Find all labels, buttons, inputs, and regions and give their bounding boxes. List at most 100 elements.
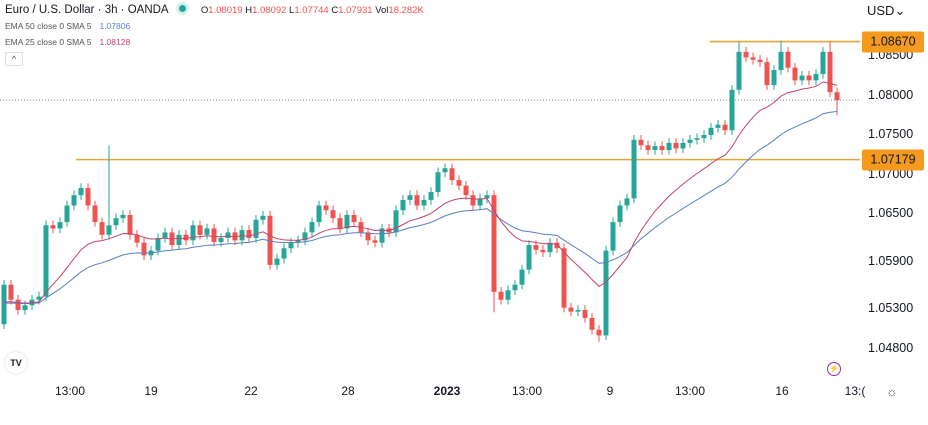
candle-up (505, 290, 511, 300)
candle-up (225, 232, 231, 238)
candle-down (92, 205, 98, 223)
candle-up (162, 232, 168, 238)
candle-up (36, 296, 42, 300)
candle-down (134, 234, 140, 243)
candle-up (694, 138, 700, 140)
time-tick: 16 (775, 384, 789, 398)
candle-down (561, 248, 567, 308)
candle-down (351, 214, 357, 223)
candle-up (715, 124, 721, 128)
candle-up (624, 198, 630, 206)
candle-up (603, 250, 609, 336)
price-tick: 1.06500 (868, 206, 914, 221)
candle-up (813, 74, 819, 81)
candle-up (309, 222, 315, 233)
candle-down (806, 75, 812, 81)
candle-down (750, 57, 756, 60)
candle-down (85, 188, 91, 206)
candle-up (1, 284, 7, 325)
candle-down (764, 62, 770, 86)
currency-selector[interactable]: USD⌄ (867, 3, 906, 18)
candle-up (407, 195, 413, 200)
candle-down (183, 234, 189, 241)
chevron-up-icon[interactable]: ^ (5, 52, 23, 66)
candle-down (470, 195, 476, 206)
ema25-line (3, 81, 838, 304)
candle-down (827, 51, 833, 93)
symbol-legend: Euro / U.S. Dollar · 3h · OANDA O1.08019… (5, 4, 424, 16)
candle-down (365, 232, 371, 241)
candle-up (176, 234, 182, 246)
time-tick: 13:00 (674, 384, 706, 398)
level-price-label: 1.07179 (862, 149, 924, 171)
candle-down (498, 291, 504, 300)
candle-up (43, 225, 49, 297)
candle-down (267, 215, 273, 265)
candle-down (792, 67, 798, 81)
candle-up (57, 222, 63, 229)
price-tick: 1.07000 (868, 166, 914, 181)
candle-down (722, 124, 728, 131)
price-tick: 1.08000 (868, 87, 914, 102)
tradingview-logo[interactable]: TV (5, 352, 27, 374)
ema50-line (3, 111, 838, 305)
price-tick: 1.05900 (868, 253, 914, 268)
candle-up (393, 210, 399, 233)
candle-up (218, 237, 224, 242)
candle-up (736, 51, 742, 90)
candle-up (526, 245, 532, 270)
candle-down (246, 230, 252, 238)
indicator-ema50[interactable]: EMA 50 close 0 SMA 5 1.07806 (5, 21, 131, 31)
ohlc-values: O1.08019 H1.08092 L1.07744 C1.07931 Vol1… (200, 5, 424, 16)
candle-up (120, 214, 126, 219)
candle-up (274, 258, 280, 265)
candle-up (771, 70, 777, 86)
candle-down (456, 180, 462, 186)
candle-up (477, 198, 483, 206)
candle-up (281, 248, 287, 259)
candle-up (295, 240, 301, 243)
time-tick: 13:00 (511, 384, 543, 398)
candle-up (253, 219, 259, 238)
candle-down (449, 168, 455, 181)
candle-up (484, 195, 490, 199)
candle-down (491, 195, 497, 292)
candle-up (575, 310, 581, 312)
candle-down (533, 245, 539, 250)
candle-up (155, 237, 161, 251)
candle-down (785, 51, 791, 68)
candle-up (64, 205, 70, 223)
candle-down (372, 240, 378, 243)
candle-down (582, 310, 588, 318)
candle-up (687, 139, 693, 143)
candle-down (743, 51, 749, 58)
candle-up (22, 305, 28, 311)
candle-down (337, 218, 343, 229)
candle-up (652, 146, 658, 151)
price-tick: 1.04800 (868, 341, 914, 356)
gear-icon[interactable]: ☼ (886, 384, 898, 399)
time-tick: 9 (606, 384, 614, 398)
lightning-icon[interactable]: ⚡ (827, 362, 841, 376)
time-tick: 28 (341, 384, 355, 398)
candle-down (638, 139, 644, 146)
candle-up (799, 75, 805, 81)
candle-down (596, 329, 602, 336)
time-tick: 2023 (433, 384, 461, 398)
candle-up (421, 199, 427, 206)
candle-down (197, 225, 203, 235)
time-tick: 13:( (844, 384, 866, 398)
symbol-title[interactable]: Euro / U.S. Dollar · 3h · OANDA (5, 4, 169, 16)
candle-up (260, 215, 266, 220)
candle-up (379, 228, 385, 243)
time-tick: 19 (144, 384, 158, 398)
candle-down (589, 317, 595, 330)
candle-up (302, 232, 308, 241)
candle-up (631, 139, 637, 199)
candle-up (512, 284, 518, 291)
candle-down (645, 145, 651, 151)
indicator-ema25[interactable]: EMA 25 close 0 SMA 5 1.08128 (5, 37, 131, 47)
time-tick: 22 (244, 384, 258, 398)
